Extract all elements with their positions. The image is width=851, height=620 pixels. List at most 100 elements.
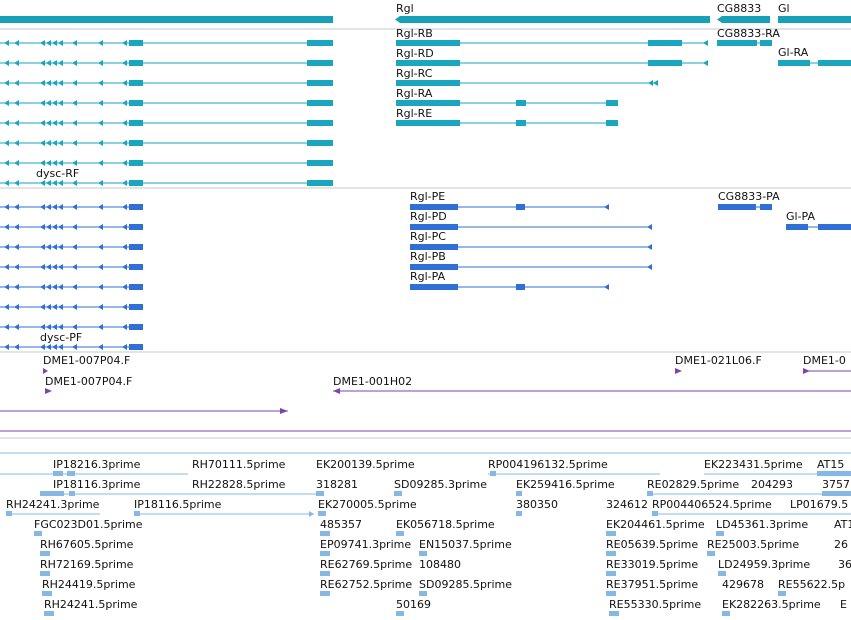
est-label[interactable]: EK056718.5prime — [396, 518, 495, 531]
est-label[interactable]: 324612 — [606, 498, 648, 511]
est-label[interactable]: SD09285.5prime — [419, 578, 512, 591]
est-label[interactable]: RH72169.5prime — [40, 558, 134, 571]
est-label[interactable]: 380350 — [516, 498, 558, 511]
est-label[interactable]: RP004196132.5prime — [488, 458, 608, 471]
clone-dme1-0-truncated[interactable]: DME1-0 — [803, 354, 851, 374]
est-label[interactable]: E — [840, 598, 847, 611]
dysc-protein-row[interactable] — [0, 284, 143, 290]
est-block — [652, 511, 658, 516]
exon — [410, 204, 458, 210]
dysc-transcript-row[interactable] — [0, 140, 333, 146]
est-label[interactable]: EK204461.5prime — [606, 518, 705, 531]
dysc-transcript-row[interactable] — [0, 180, 333, 186]
protein-gi-pa[interactable]: Gl-PA — [786, 210, 851, 230]
dysc-transcript-row[interactable] — [0, 160, 333, 166]
est-label[interactable]: RE02829.5prime — [647, 478, 739, 491]
est-label[interactable]: RE05639.5prime — [606, 538, 698, 551]
est-label[interactable]: 108480 — [419, 558, 461, 571]
dysc-protein-row[interactable] — [0, 344, 143, 350]
transcript-rgl-re[interactable]: Rgl-RE — [396, 107, 618, 126]
est-label[interactable]: IP18116.3prime — [53, 478, 141, 491]
gene-bar-cg8833[interactable] — [717, 16, 770, 23]
dysc-transcript-row[interactable] — [0, 80, 333, 86]
est-label[interactable]: RH24419.5prime — [42, 578, 136, 591]
est-label[interactable]: RE37951.5prime — [606, 578, 698, 591]
est-label[interactable]: 485357 — [320, 518, 362, 531]
exon — [703, 60, 708, 66]
est-label[interactable]: 50169 — [396, 598, 431, 611]
clone-left-span[interactable] — [0, 408, 288, 414]
est-label[interactable]: EK223431.5prime — [704, 458, 803, 471]
dysc-transcript-row[interactable] — [0, 120, 333, 126]
protein-rgl-pc[interactable]: Rgl-PC — [410, 230, 652, 250]
est-label[interactable]: 3757 — [822, 478, 850, 491]
dysc-protein-row[interactable] — [0, 224, 143, 230]
est-label[interactable]: 318281 — [316, 478, 358, 491]
protein-rgl-pb[interactable]: Rgl-PB — [410, 250, 652, 270]
est-label[interactable]: AT15 — [817, 458, 844, 471]
est-label[interactable]: RP004406524.5prime — [652, 498, 772, 511]
est-label[interactable]: FGC023D01.5prime — [34, 518, 143, 531]
exon — [14, 160, 19, 166]
est-label[interactable]: EP09741.3prime — [320, 538, 411, 551]
dysc-transcript-row[interactable] — [0, 100, 333, 106]
gene-bar-dysc[interactable] — [0, 16, 333, 23]
est-label[interactable]: IP18216.3prime — [53, 458, 141, 471]
dysc-transcript-row[interactable] — [0, 60, 333, 66]
est-label[interactable]: EK259416.5prime — [516, 478, 615, 491]
exon — [604, 284, 609, 290]
est-label[interactable]: SD09285.3prime — [394, 478, 487, 491]
transcript-cg8833-ra[interactable]: CG8833-RA — [717, 27, 780, 46]
gene-bar-gi[interactable] — [778, 16, 851, 23]
clone-dme1-021l06[interactable]: DME1-021L06.F — [675, 354, 762, 374]
est-label[interactable]: RE55622.5p — [778, 578, 845, 591]
est-label[interactable]: EK270005.5prime — [318, 498, 417, 511]
dysc-protein-row[interactable] — [0, 324, 143, 330]
clone-dme1-007p04-b[interactable]: DME1-007P04.F — [45, 375, 132, 394]
transcript-rgl-rc[interactable]: Rgl-RC — [396, 67, 658, 86]
est-label[interactable]: 26 — [834, 538, 848, 551]
est-label[interactable]: RH22828.5prime — [192, 478, 286, 491]
protein-rgl-pe[interactable]: Rgl-PE — [410, 190, 609, 210]
transcript-rgl-ra[interactable]: Rgl-RA — [396, 87, 618, 106]
dysc-protein-row[interactable] — [0, 304, 143, 310]
gene-bar-rgl[interactable] — [395, 16, 710, 23]
transcript-gi-ra[interactable]: Gl-RA — [778, 46, 851, 66]
exon — [307, 120, 333, 126]
est-label[interactable]: RE62752.5prime — [320, 578, 412, 591]
est-label[interactable]: EN15037.5prime — [419, 538, 512, 551]
est-label[interactable]: LD24959.3prime — [718, 558, 810, 571]
est-label[interactable]: EK282263.5prime — [722, 598, 821, 611]
est-label[interactable]: 429678 — [722, 578, 764, 591]
dysc-protein-row[interactable] — [0, 264, 143, 270]
dysc-protein-row[interactable] — [0, 204, 143, 210]
clone-dme1-007p04-a[interactable]: DME1-007P04.F — [43, 354, 130, 374]
clone-label: DME1-001H02 — [333, 375, 412, 388]
protein-rgl-pd[interactable]: Rgl-PD — [410, 210, 652, 230]
protein-cg8833-pa[interactable]: CG8833-PA — [718, 190, 780, 210]
protein-rgl-pa[interactable]: Rgl-PA — [410, 270, 609, 290]
transcript-rgl-rb[interactable]: Rgl-RB — [396, 27, 708, 46]
exon — [4, 80, 9, 86]
exon — [98, 120, 103, 126]
clone-dme1-001h02[interactable]: DME1-001H02 — [333, 375, 851, 394]
est-label[interactable]: RE55330.5prime — [609, 598, 701, 611]
est-label[interactable]: EK200139.5prime — [316, 458, 415, 471]
est-label[interactable]: 36 — [838, 558, 851, 571]
est-label[interactable]: LD45361.3prime — [716, 518, 808, 531]
transcript-rgl-rd[interactable]: Rgl-RD — [396, 47, 708, 66]
est-label[interactable]: 204293 — [751, 478, 793, 491]
dysc-transcript-row[interactable] — [0, 40, 333, 46]
est-label[interactable]: RE62769.5prime — [320, 558, 412, 571]
est-label[interactable]: RE25003.5prime — [707, 538, 799, 551]
est-label[interactable]: LP01679.5 — [790, 498, 848, 511]
est-label[interactable]: AT1 — [834, 518, 851, 531]
dysc-protein-row[interactable] — [0, 244, 143, 250]
est-label[interactable]: RH70111.5prime — [192, 458, 286, 471]
est-label[interactable]: RH67605.5prime — [40, 538, 134, 551]
est-label[interactable]: IP18116.5prime — [134, 498, 222, 511]
est-label[interactable]: RE33019.5prime — [606, 558, 698, 571]
est-label[interactable]: RH24241.3prime — [6, 498, 100, 511]
est-label[interactable]: RH24241.5prime — [44, 598, 138, 611]
exon — [647, 224, 652, 230]
